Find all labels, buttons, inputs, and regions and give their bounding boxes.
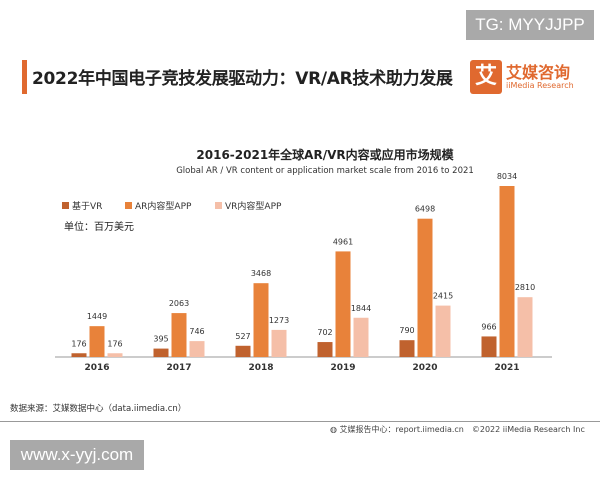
x-tick-label: 2016 <box>84 363 109 373</box>
x-tick-label: 2020 <box>412 363 437 373</box>
footer-divider <box>0 421 600 422</box>
legend-swatch <box>125 202 132 209</box>
bar <box>399 340 415 357</box>
data-label: 2063 <box>169 299 189 308</box>
bar <box>435 305 451 357</box>
bar <box>417 218 433 357</box>
legend-label: AR内容型APP <box>135 202 192 212</box>
bar <box>107 353 123 357</box>
data-label: 6498 <box>415 205 435 214</box>
bar <box>189 341 205 357</box>
bar <box>253 283 269 357</box>
bar <box>353 317 369 357</box>
bar <box>317 342 333 357</box>
globe-icon: ◍ <box>330 425 340 434</box>
logo-name: 艾媒咨询 <box>506 63 571 82</box>
chart-title: 2016-2021年全球AR/VR内容或应用市场规模 <box>196 148 454 162</box>
bar <box>89 326 105 357</box>
data-label: 8034 <box>497 172 517 181</box>
data-label: 176 <box>107 339 122 348</box>
footer-credit: ◍ 艾媒报告中心：report.iimedia.cn ©2022 iiMedia… <box>330 424 585 435</box>
data-label: 1844 <box>351 304 371 313</box>
data-label: 395 <box>153 335 168 344</box>
data-label: 1273 <box>269 316 289 325</box>
data-label: 2810 <box>515 283 535 292</box>
unit-label: 单位：百万美元 <box>64 222 134 233</box>
bar <box>71 353 87 357</box>
x-tick-label: 2017 <box>166 363 191 373</box>
bar <box>153 348 169 357</box>
data-source: 数据来源：艾媒数据中心（data.iimedia.cn） <box>10 404 187 414</box>
bar <box>499 186 515 357</box>
x-tick-label: 2019 <box>330 363 355 373</box>
data-label: 1449 <box>87 312 107 321</box>
data-label: 176 <box>71 339 86 348</box>
page-title: 2022年中国电子竞技发展驱动力：VR/AR技术助力发展 <box>32 69 453 89</box>
legend-item-vr: 基于VR <box>62 199 102 212</box>
legend-swatch <box>215 202 222 209</box>
x-tick-label: 2021 <box>494 363 519 373</box>
footer-credit-text: 艾媒报告中心：report.iimedia.cn ©2022 iiMedia R… <box>339 425 585 434</box>
data-label: 4961 <box>333 237 353 246</box>
bar <box>235 345 251 357</box>
data-label: 966 <box>481 322 496 331</box>
bar <box>335 251 351 357</box>
logo-icon: 艾 <box>470 60 502 94</box>
x-tick-label: 2018 <box>248 363 273 373</box>
bar <box>271 329 287 357</box>
legend-item-ar-app: AR内容型APP <box>125 199 191 212</box>
bar <box>481 336 497 357</box>
bar <box>517 297 533 357</box>
title-accent-bar <box>22 60 27 94</box>
legend-label: 基于VR <box>72 202 103 212</box>
data-label: 3468 <box>251 269 271 278</box>
data-label: 702 <box>317 328 332 337</box>
data-label: 527 <box>235 332 250 341</box>
bar <box>171 313 187 357</box>
watermark-bottom: www.x-yyj.com <box>10 440 144 470</box>
watermark-top: TG: MYYJJPP <box>466 10 594 40</box>
logo-subtitle: iiMedia Research <box>506 81 574 90</box>
data-label: 2415 <box>433 292 453 301</box>
legend-item-vr-app: VR内容型APP <box>215 199 281 212</box>
legend-swatch <box>62 202 69 209</box>
data-label: 746 <box>189 327 204 336</box>
legend-label: VR内容型APP <box>225 202 282 212</box>
chart-subtitle: Global AR / VR content or application ma… <box>176 166 474 176</box>
data-label: 790 <box>399 326 414 335</box>
